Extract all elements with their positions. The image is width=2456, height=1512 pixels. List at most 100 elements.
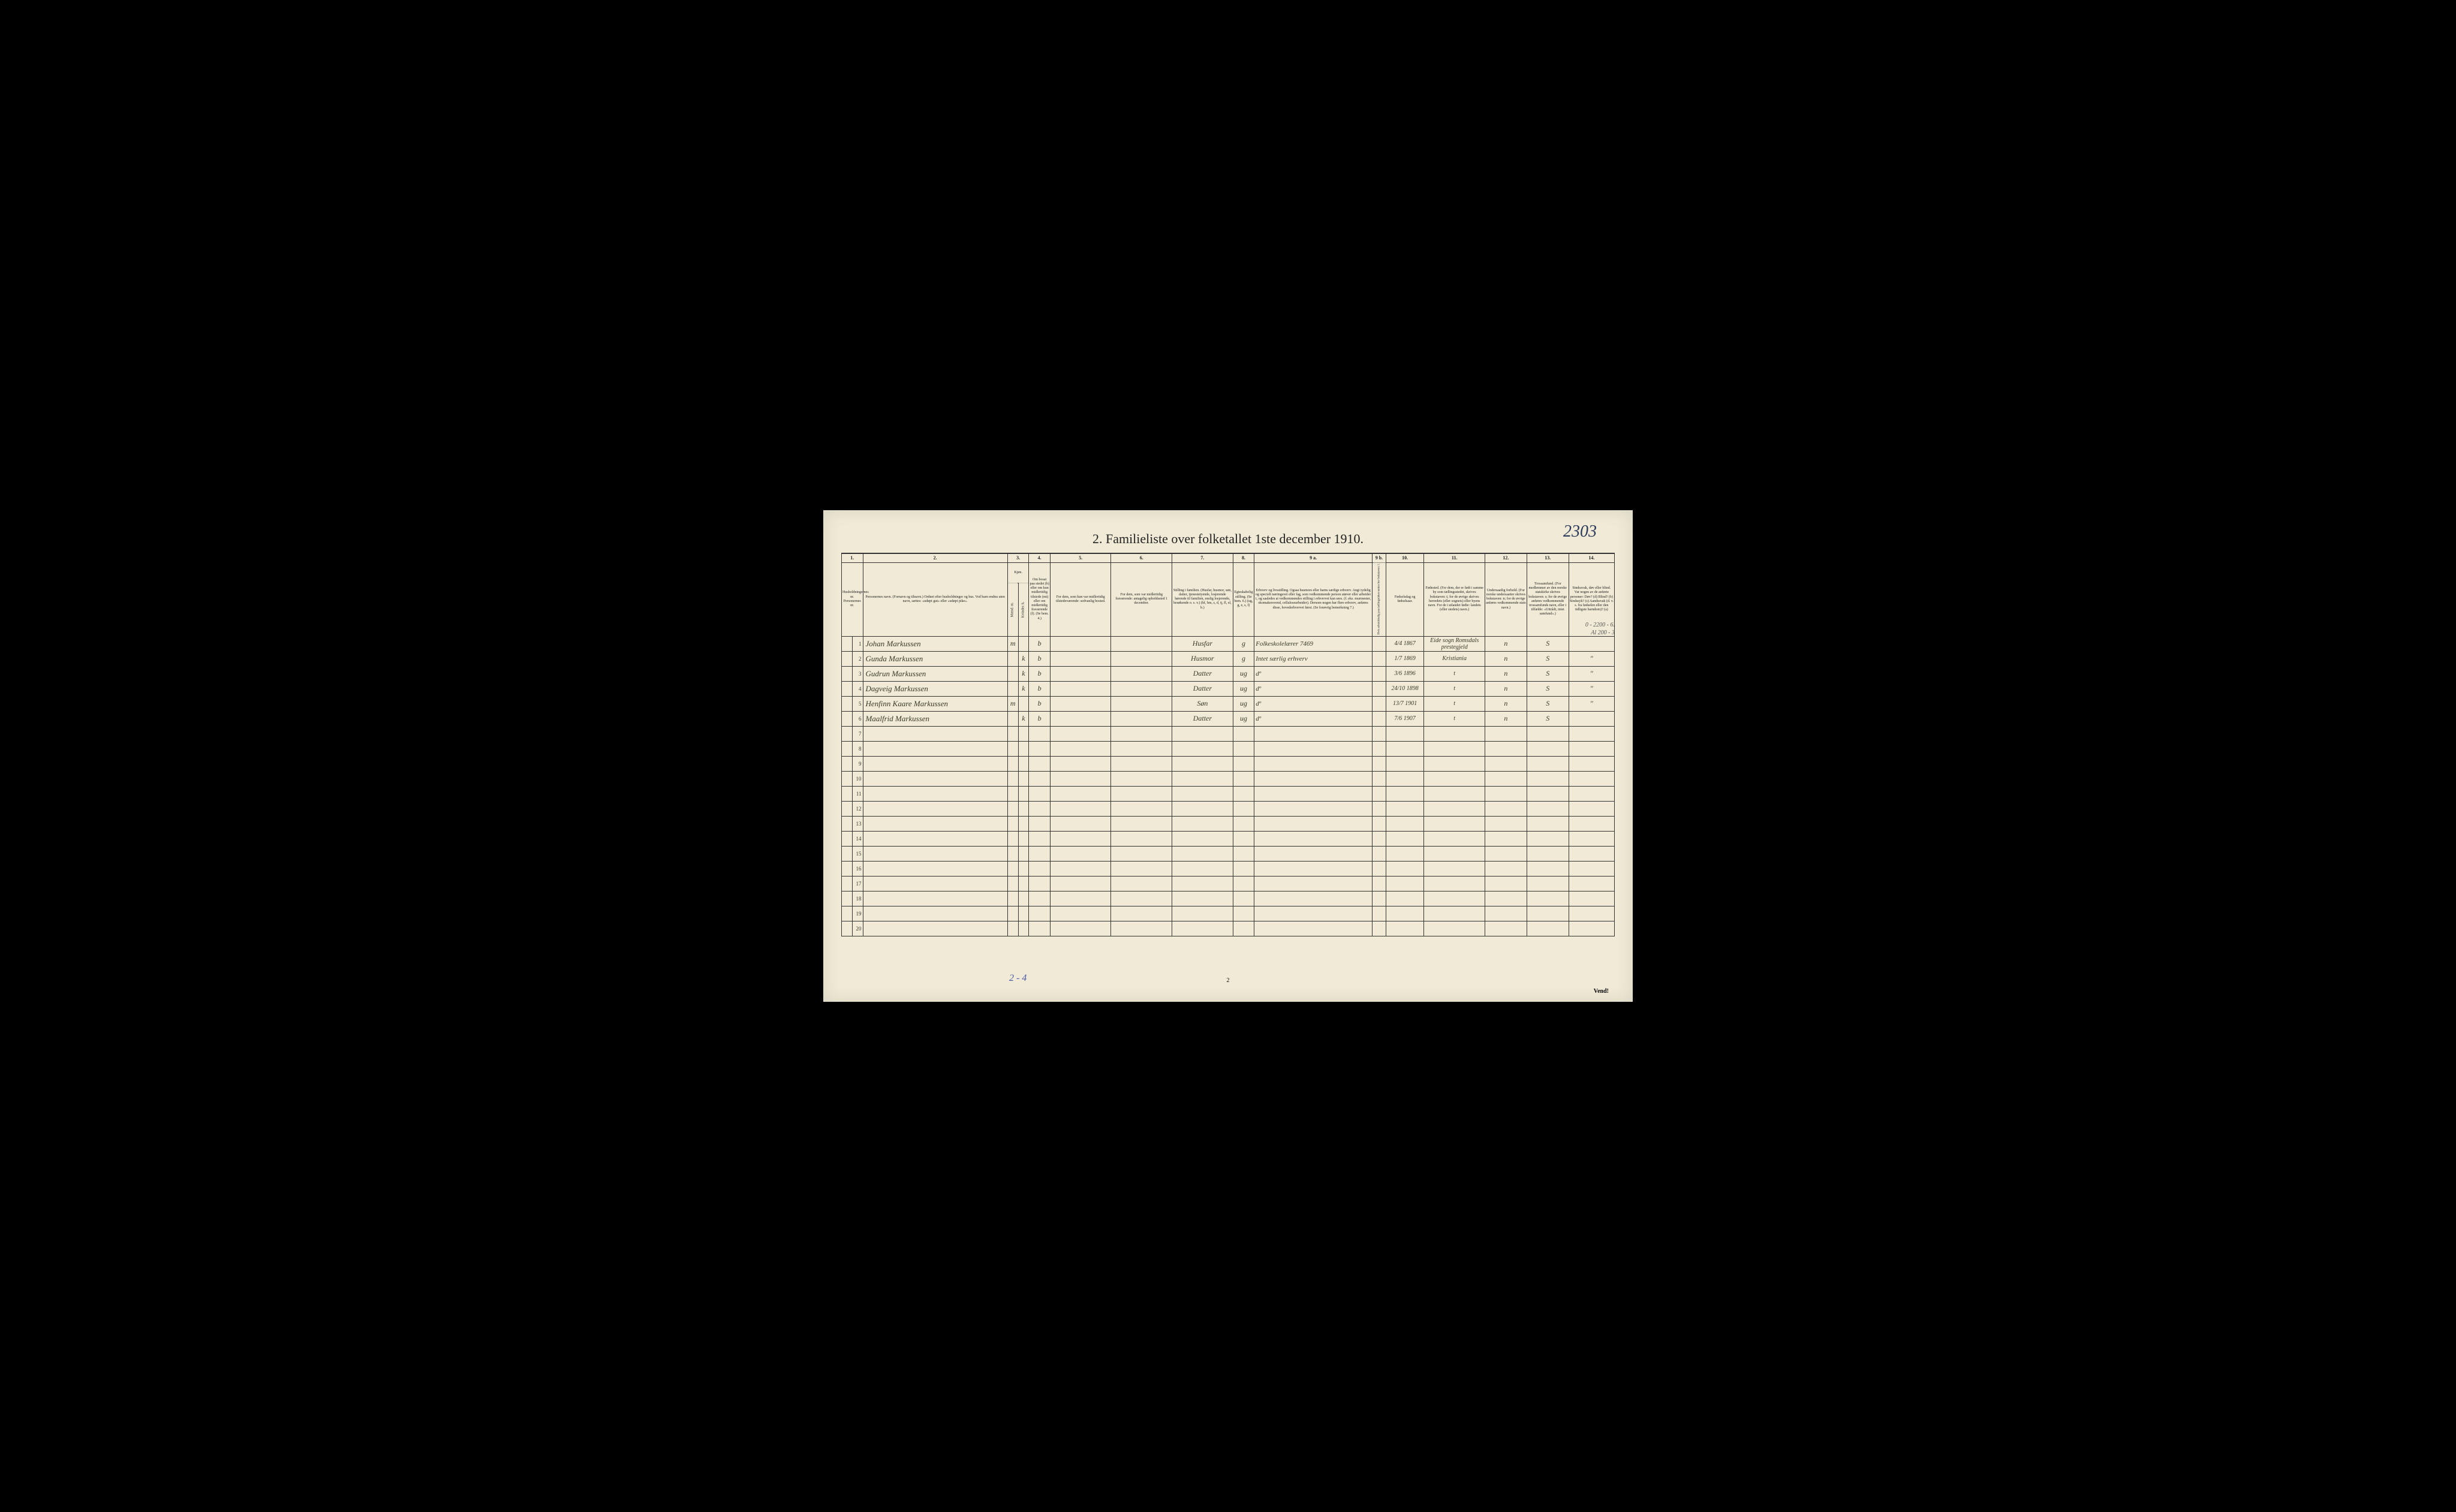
occupation: dº — [1254, 696, 1373, 711]
hdr-1: Husholdningernes nr. Personernes nr. — [842, 562, 863, 636]
occupation: dº — [1254, 711, 1373, 726]
occupation: dº — [1254, 666, 1373, 681]
table-row-empty: 18 — [842, 891, 1615, 906]
infirmity: " — [1569, 681, 1614, 696]
temp-present — [1050, 651, 1111, 666]
hdr-3c: Kvinder. k. — [1018, 583, 1029, 636]
household-num — [842, 651, 853, 666]
person-name: Dagveig Markussen — [863, 681, 1007, 696]
family-position: Søn — [1172, 696, 1233, 711]
person-num: 12 — [852, 801, 863, 816]
marital: g — [1233, 651, 1254, 666]
marital: ug — [1233, 696, 1254, 711]
sex-k — [1018, 636, 1029, 651]
colnum-14: 14. — [1569, 554, 1614, 563]
household-num — [842, 711, 853, 726]
person-num: 10 — [852, 771, 863, 786]
nationality: n — [1485, 651, 1527, 666]
nationality: n — [1485, 696, 1527, 711]
marital: ug — [1233, 666, 1254, 681]
hdr-2: Personernes navn. (Fornavn og tilnavn.) … — [863, 562, 1007, 636]
person-name: Henfinn Kaare Markussen — [863, 696, 1007, 711]
person-num: 4 — [852, 681, 863, 696]
temp-absent — [1111, 681, 1172, 696]
household-num — [842, 696, 853, 711]
person-num: 13 — [852, 816, 863, 831]
table-row-empty: 20 — [842, 921, 1615, 936]
person-num: 19 — [852, 906, 863, 921]
colnum-10: 10. — [1386, 554, 1423, 563]
person-num: 8 — [852, 741, 863, 756]
table-row: 1Johan MarkussenmbHusfargFolkeskolelærer… — [842, 636, 1615, 651]
person-num: 5 — [852, 696, 863, 711]
person-num: 3 — [852, 666, 863, 681]
marital: ug — [1233, 681, 1254, 696]
household-num — [842, 846, 853, 861]
faith: S — [1527, 711, 1569, 726]
colnum-12: 12. — [1485, 554, 1527, 563]
occupation: Intet særlig erhverv — [1254, 651, 1373, 666]
hdr-5: For dem, som kun var midlertidig tilsted… — [1050, 562, 1111, 636]
residence: b — [1029, 711, 1051, 726]
colnum-9b: 9 b. — [1373, 554, 1386, 563]
household-num — [842, 831, 853, 846]
side-annotation-line2: Al 200 - 3 — [1591, 630, 1615, 636]
table-row-empty: 9 — [842, 756, 1615, 771]
colnum-1: 1. — [842, 554, 863, 563]
colnum-9a: 9 a. — [1254, 554, 1373, 563]
household-num — [842, 801, 853, 816]
occupation: dº — [1254, 681, 1373, 696]
household-num — [842, 741, 853, 756]
sex-m: m — [1007, 636, 1018, 651]
birthplace: t — [1424, 666, 1485, 681]
hdr-3a: Kjøn. — [1007, 562, 1029, 583]
colnum-5: 5. — [1050, 554, 1111, 563]
household-num — [842, 636, 853, 651]
person-num: 1 — [852, 636, 863, 651]
person-num: 20 — [852, 921, 863, 936]
page-number: 2 — [1227, 977, 1230, 984]
household-num — [842, 786, 853, 801]
person-num: 7 — [852, 726, 863, 741]
infirmity — [1569, 711, 1614, 726]
hdr-9a: Erhverv og livsstilling. Ogsaa husmors e… — [1254, 562, 1373, 636]
birth-date: 7/6 1907 — [1386, 711, 1423, 726]
family-position: Husmor — [1172, 651, 1233, 666]
household-num — [842, 861, 853, 876]
faith: S — [1527, 681, 1569, 696]
table-row-empty: 11 — [842, 786, 1615, 801]
household-num — [842, 816, 853, 831]
person-num: 9 — [852, 756, 863, 771]
colnum-7: 7. — [1172, 554, 1233, 563]
sex-m — [1007, 681, 1018, 696]
form-title: 2. Familieliste over folketallet 1ste de… — [841, 531, 1615, 547]
unemployed — [1373, 666, 1386, 681]
table-row-empty: 15 — [842, 846, 1615, 861]
hdr-11: Fødested. (For dem, der er født i samme … — [1424, 562, 1485, 636]
header-row: Husholdningernes nr. Personernes nr. Per… — [842, 562, 1615, 583]
unemployed — [1373, 651, 1386, 666]
residence: b — [1029, 651, 1051, 666]
hdr-9b: Hvis arbeidsledig paa tællingstiden sætt… — [1373, 562, 1386, 636]
unemployed — [1373, 636, 1386, 651]
temp-present — [1050, 666, 1111, 681]
unemployed — [1373, 681, 1386, 696]
temp-present — [1050, 711, 1111, 726]
family-position: Husfar — [1172, 636, 1233, 651]
table-row: 2Gunda MarkussenkbHusmorgIntet særlig er… — [842, 651, 1615, 666]
birthplace: Eide sogn Romsdals prestegjeld — [1424, 636, 1485, 651]
birthplace: Kristiania — [1424, 651, 1485, 666]
household-num — [842, 906, 853, 921]
household-num — [842, 921, 853, 936]
faith: S — [1527, 651, 1569, 666]
table-row-empty: 19 — [842, 906, 1615, 921]
infirmity: " — [1569, 651, 1614, 666]
nationality: n — [1485, 636, 1527, 651]
infirmity: " — [1569, 696, 1614, 711]
temp-absent — [1111, 696, 1172, 711]
person-num: 18 — [852, 891, 863, 906]
sex-k: k — [1018, 711, 1029, 726]
table-row-empty: 13 — [842, 816, 1615, 831]
household-num — [842, 681, 853, 696]
nationality: n — [1485, 681, 1527, 696]
